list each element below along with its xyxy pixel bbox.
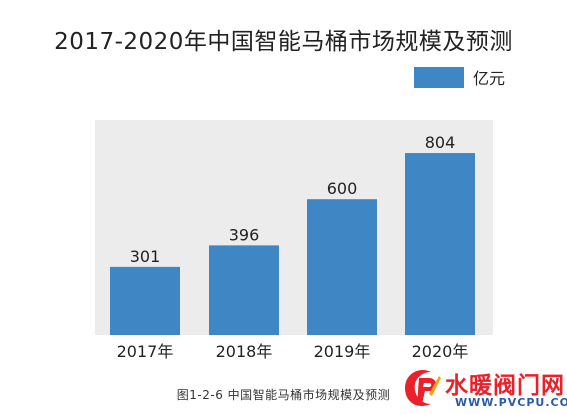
- data-label-2: 396: [229, 225, 260, 244]
- figure-caption: 图1-2-6 中国智能马桶市场规模及预测: [176, 388, 391, 402]
- watermark-logo-icon: [405, 369, 441, 407]
- x-tick-label-3: 2019年: [314, 342, 371, 361]
- x-tick-label-2: 2018年: [216, 342, 273, 361]
- data-label-3: 600: [327, 179, 358, 198]
- data-label-4: 804: [425, 133, 456, 152]
- watermark: 水暖阀门网 WWW.PVCPU.COM: [399, 362, 567, 414]
- bar-1: [110, 266, 180, 335]
- bar-4: [405, 153, 475, 335]
- watermark-text: 水暖阀门网: [445, 373, 565, 399]
- chart-title: 2017-2020年中国智能马桶市场规模及预测: [54, 29, 513, 55]
- x-tick-label-4: 2020年: [412, 342, 469, 361]
- legend-label: 亿元: [473, 69, 506, 88]
- bar-3: [307, 199, 377, 335]
- watermark-url: WWW.PVCPU.COM: [455, 396, 567, 409]
- legend-swatch: [414, 66, 464, 88]
- data-label-1: 301: [130, 247, 161, 266]
- legend: 亿元: [414, 66, 505, 88]
- x-tick-label-1: 2017年: [117, 342, 174, 361]
- bar-2: [209, 245, 279, 335]
